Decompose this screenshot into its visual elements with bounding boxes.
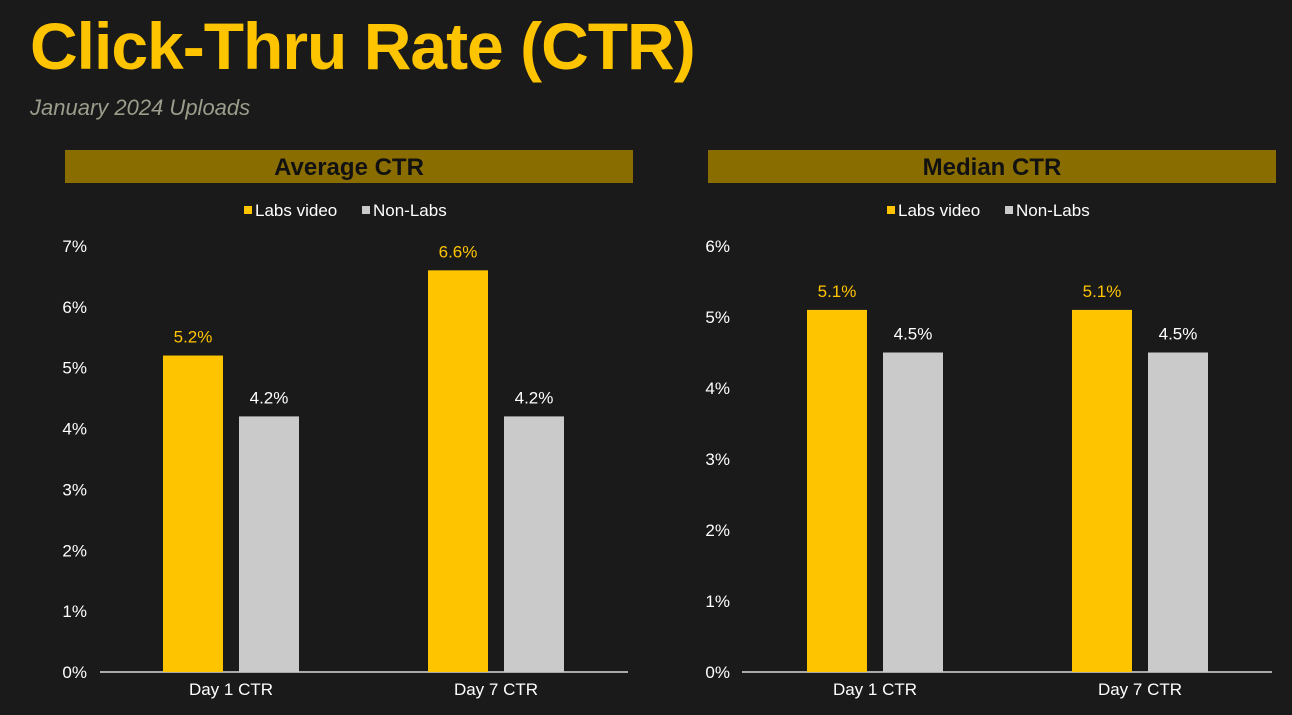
y-tick-label: 4% (62, 420, 87, 439)
x-tick-label: Day 7 CTR (1098, 680, 1182, 699)
chart-median-ctr: Median CTR Labs video Non-Labs 0% 1% 2% 3% 4% 5%… (705, 150, 1276, 699)
chart-title-bar (65, 150, 633, 183)
y-tick-label: 0% (705, 663, 730, 682)
chart-title: Average CTR (274, 154, 424, 181)
data-label: 4.5% (1159, 325, 1198, 344)
page-title: Click-Thru Rate (CTR) (30, 9, 696, 83)
y-tick-label: 0% (62, 663, 87, 682)
x-tick-label: Day 1 CTR (833, 680, 917, 699)
y-tick-label: 3% (705, 450, 730, 469)
data-label: 4.2% (250, 388, 289, 407)
data-label: 4.5% (894, 325, 933, 344)
page-subtitle: January 2024 Uploads (30, 95, 251, 120)
y-tick-label: 5% (705, 308, 730, 327)
data-label: 5.2% (174, 328, 213, 347)
legend-label: Non-Labs (373, 201, 447, 220)
data-label: 6.6% (439, 242, 478, 261)
chart-average-ctr: Average CTR Labs video Non-Labs 0% 1% 2% 3% 4% 5… (62, 150, 633, 699)
bar-non-labs (1148, 352, 1208, 672)
y-tick-label: 1% (705, 592, 730, 611)
legend-swatch-labs (244, 206, 252, 214)
bar-non-labs (239, 416, 299, 672)
data-label: 5.1% (818, 282, 857, 301)
data-label: 4.2% (515, 388, 554, 407)
y-tick-label: 7% (62, 237, 87, 256)
chart-title-bar (708, 150, 1276, 183)
y-tick-label: 5% (62, 359, 87, 378)
bar-labs (163, 355, 223, 672)
bar-non-labs (504, 416, 564, 672)
bar-labs (1072, 309, 1132, 672)
legend-label: Labs video (255, 201, 337, 220)
y-tick-label: 6% (705, 237, 730, 256)
legend-swatch-labs (887, 206, 895, 214)
legend-label: Labs video (898, 201, 980, 220)
bar-labs (428, 270, 488, 672)
x-tick-label: Day 1 CTR (189, 680, 273, 699)
y-tick-label: 6% (62, 298, 87, 317)
chart-title: Median CTR (923, 154, 1062, 181)
y-tick-label: 3% (62, 480, 87, 499)
bar-non-labs (883, 352, 943, 672)
y-tick-label: 2% (705, 521, 730, 540)
legend-swatch-non-labs (362, 206, 370, 214)
y-tick-label: 1% (62, 602, 87, 621)
data-label: 5.1% (1083, 282, 1122, 301)
y-tick-label: 2% (62, 541, 87, 560)
legend-label: Non-Labs (1016, 201, 1090, 220)
y-tick-label: 4% (705, 379, 730, 398)
x-tick-label: Day 7 CTR (454, 680, 538, 699)
bar-labs (807, 309, 867, 672)
legend-swatch-non-labs (1005, 206, 1013, 214)
